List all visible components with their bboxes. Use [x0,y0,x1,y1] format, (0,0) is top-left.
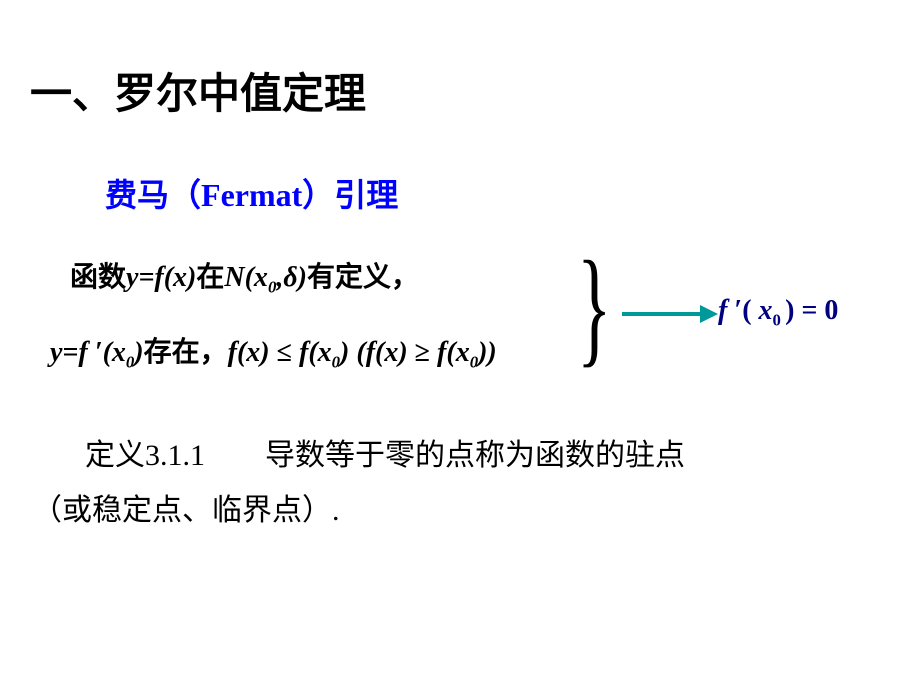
subscript: 0 [470,353,478,372]
implies-arrow-icon [622,312,704,316]
math: ) (f(x) [340,337,415,368]
text: 在 [196,262,224,293]
math: )) [478,337,497,368]
subtitle-suffix: ）引理 [302,177,398,213]
le-symbol: ≤ [277,337,292,368]
math-x: x [752,295,773,326]
hypothesis-line-2: y=f ′(x0)存在，f(x) ≤ f(x0) (f(x) ≥ f(x0)) [50,330,497,373]
conclusion-formula: f ′( x0 ) = 0 [718,295,838,331]
math: f(x [292,337,332,368]
math: f(x) [228,337,277,368]
hypothesis-line-1: 函数y=f(x)在N(x0,δ)有定义， [70,255,419,298]
delta: δ [283,262,297,293]
math: y=f(x) [126,262,196,293]
math: y=f ′(x [50,337,126,368]
text: 函数 [70,262,126,293]
section-title: 一、罗尔中值定理 [30,60,366,121]
math: f(x [430,337,470,368]
math: ) [134,337,143,368]
text: 存在， [144,337,228,368]
text: 有定义， [307,262,419,293]
lemma-title: 费马（Fermat）引理 [105,170,398,216]
subtitle-prefix: 费马（ [105,177,201,213]
slide: 一、罗尔中值定理 费马（Fermat）引理 函数y=f(x)在N(x0,δ)有定… [0,0,920,690]
lparen: ( [742,295,751,326]
math: ) [298,262,307,293]
definition-line-2: （或稳定点、临界点）. [32,485,340,529]
math: N(x [224,262,268,293]
subtitle-western: Fermat [201,177,302,213]
ge-symbol: ≥ [415,337,430,368]
subscript: 0 [773,311,786,330]
math-f: f [718,295,734,326]
definition-line-1: 定义3.1.1 导数等于零的点称为函数的驻点 [85,430,685,474]
zero: 0 [824,295,838,326]
subscript: 0 [332,353,340,372]
equals: = [794,295,824,326]
right-brace-icon: } [577,242,611,372]
